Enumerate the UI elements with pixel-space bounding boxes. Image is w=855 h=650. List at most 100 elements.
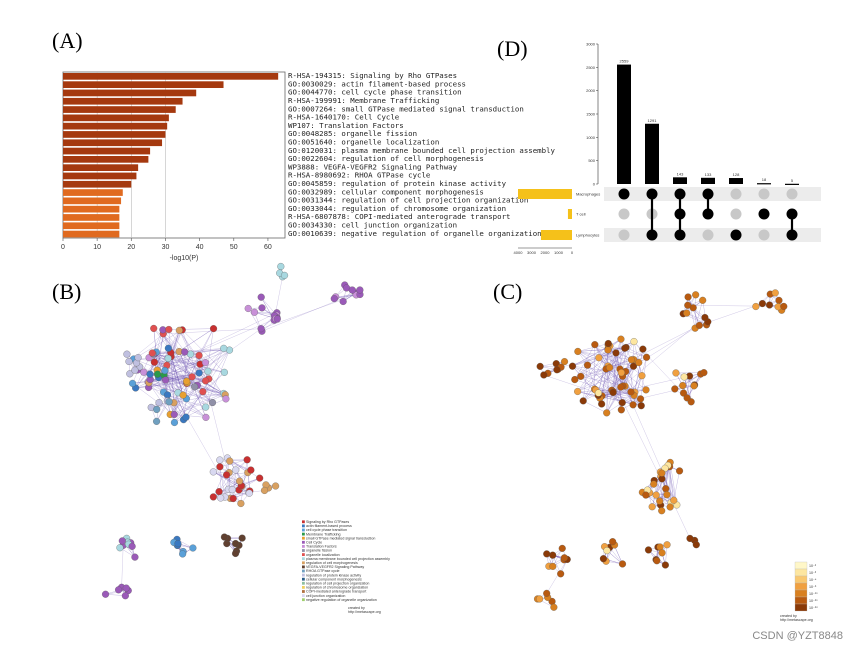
network-node xyxy=(150,324,158,332)
network-node xyxy=(118,537,126,545)
network-node xyxy=(568,362,577,370)
network-node xyxy=(656,497,664,505)
network-edge xyxy=(166,318,276,366)
legend-swatch xyxy=(794,568,808,577)
bar xyxy=(63,73,279,80)
network-edge xyxy=(543,374,634,405)
legend-label: organelle fission xyxy=(306,549,332,553)
network-node xyxy=(543,550,551,558)
credit-url: http://metascape.org xyxy=(348,610,381,614)
matrix-dot xyxy=(730,208,742,220)
term-label: GO:0022604: regulation of cell morphogen… xyxy=(288,154,484,163)
network-node xyxy=(258,304,266,312)
network-node xyxy=(571,376,579,384)
network-node xyxy=(540,371,548,379)
matrix-dot xyxy=(786,188,798,200)
set-label: T cell xyxy=(576,212,586,217)
legend-label: 10⁻⁵⁰ xyxy=(809,606,818,610)
network-edge xyxy=(606,550,623,565)
legend-swatch xyxy=(794,603,808,612)
term-label: GO:0010639: negative regulation of organ… xyxy=(288,229,542,238)
legend-swatch xyxy=(302,581,305,585)
panel-d-label: (D) xyxy=(497,36,528,61)
legend-label: regulation of protein kinase activity xyxy=(306,573,361,577)
term-label: GO:0044770: cell cycle phase transition xyxy=(288,88,462,97)
network-node xyxy=(161,367,169,375)
legend-swatch xyxy=(302,594,305,597)
network-node xyxy=(202,403,210,411)
bar xyxy=(63,131,166,138)
term-label: R-HSA-8980692: RHOA GTPase cycle xyxy=(288,171,431,180)
network-edge xyxy=(219,466,226,498)
network-node xyxy=(121,592,129,600)
bar xyxy=(63,172,137,180)
network-edge xyxy=(143,372,206,382)
legend-swatch xyxy=(302,573,305,577)
network-node xyxy=(356,286,364,294)
network-edge xyxy=(174,406,206,423)
x-tick-label: 10 xyxy=(93,244,101,251)
network-edge xyxy=(622,317,706,387)
x-tick-label: 0 xyxy=(61,244,65,251)
legend-label: Translation Factors xyxy=(306,545,337,549)
network-edge xyxy=(572,366,626,387)
legend-swatch xyxy=(794,561,808,570)
network-node xyxy=(204,367,212,375)
network-node xyxy=(617,383,625,391)
network-node xyxy=(579,397,587,405)
network-edge xyxy=(156,351,184,396)
network-edge xyxy=(633,341,643,376)
network-edge xyxy=(156,400,168,422)
network-edge xyxy=(174,385,198,423)
intersection-label: 2559 xyxy=(620,59,630,64)
network-node xyxy=(553,366,561,374)
network-node xyxy=(604,340,612,348)
network-node xyxy=(162,376,170,384)
network-node xyxy=(164,354,172,362)
legend-label: actin filament-based process xyxy=(306,524,352,528)
network-node xyxy=(243,456,251,464)
network-node xyxy=(116,544,124,552)
network-node xyxy=(126,370,134,378)
network-node xyxy=(229,494,237,503)
network-node xyxy=(536,362,544,370)
network-node xyxy=(217,494,225,502)
network-node xyxy=(692,541,700,549)
set-label: Macrophages xyxy=(576,192,600,197)
legend-swatch xyxy=(794,596,808,605)
network-node xyxy=(662,485,670,493)
network-node xyxy=(165,398,173,406)
network-node xyxy=(155,399,163,407)
legend-swatch xyxy=(302,528,305,532)
network-node xyxy=(250,308,259,316)
network-node xyxy=(758,300,766,308)
network-node xyxy=(629,362,638,370)
network-edge xyxy=(625,347,647,358)
network-node xyxy=(179,391,187,399)
term-label: GO:0030029: actin filament-based process xyxy=(288,79,466,88)
legend-swatch xyxy=(302,549,305,552)
x-tick-label: 40 xyxy=(196,244,204,251)
legend-label: 10⁻⁴ xyxy=(809,578,817,582)
legend-label: VEGFA-VEGFR2 Signaling Pathway xyxy=(306,565,364,569)
network-node xyxy=(181,348,189,356)
bar xyxy=(63,164,139,171)
network-node xyxy=(557,570,565,578)
network-node xyxy=(115,586,123,594)
network-node xyxy=(670,496,678,504)
network-node xyxy=(201,359,210,367)
network-node xyxy=(604,346,612,354)
network-node xyxy=(666,503,674,511)
network-node xyxy=(257,293,265,301)
legend-swatch xyxy=(302,598,305,602)
network-node xyxy=(618,399,626,407)
network-node xyxy=(658,507,666,515)
network-node xyxy=(148,349,156,357)
network-node xyxy=(272,482,280,490)
network-node xyxy=(216,456,224,464)
network-node xyxy=(637,395,645,403)
network-node xyxy=(244,304,252,313)
network-edge xyxy=(174,414,206,418)
legend-label: 10⁻²⁰ xyxy=(809,599,818,603)
